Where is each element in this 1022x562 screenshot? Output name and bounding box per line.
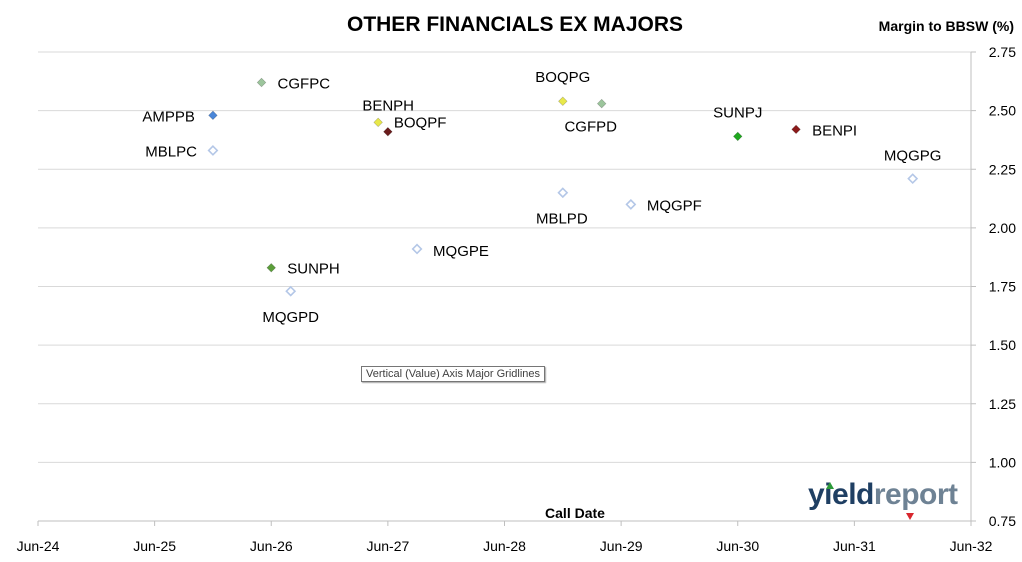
x-axis-title: Call Date	[545, 505, 605, 521]
y-tick-label: 0.75	[989, 513, 1016, 529]
data-label-boqpg: BOQPG	[535, 69, 590, 86]
y-tick-label: 2.50	[989, 103, 1016, 119]
gridlines[interactable]	[38, 51, 971, 522]
y-tick-label: 2.00	[989, 220, 1016, 236]
data-point-sunpj[interactable]	[733, 131, 743, 142]
y-tick-label: 2.25	[989, 161, 1016, 177]
x-tick-label: Jun-28	[483, 538, 526, 554]
gridlines-tooltip: Vertical (Value) Axis Major Gridlines	[361, 366, 546, 382]
data-label-benph: BENPH	[362, 97, 414, 114]
y-axis-title: Margin to BBSW (%)	[879, 18, 1014, 34]
x-tick-label: Jun-29	[600, 538, 643, 554]
data-label-mblpd: MBLPD	[536, 211, 588, 228]
data-label-mqgpf: MQGPF	[647, 197, 702, 214]
data-label-mqgpg: MQGPG	[884, 148, 942, 165]
logo-text-yield: yield	[808, 478, 874, 511]
data-point-mblpd[interactable]	[557, 187, 569, 199]
data-point-benpi[interactable]	[791, 124, 801, 135]
yieldreport-logo: yieldreport	[808, 478, 958, 512]
data-label-cgfpd: CGFPD	[564, 119, 617, 136]
data-label-sunph: SUNPH	[287, 261, 340, 278]
y-tick-label: 1.00	[989, 454, 1016, 470]
data-point-mqgpd[interactable]	[285, 285, 297, 297]
data-point-boqpg[interactable]	[558, 96, 568, 106]
data-point-mqgpf[interactable]	[625, 198, 637, 210]
data-label-boqpf: BOQPF	[394, 115, 447, 132]
data-point-cgfpd[interactable]	[596, 98, 607, 109]
data-label-amppb: AMPPB	[142, 108, 195, 125]
x-tick-label: Jun-31	[833, 538, 876, 554]
x-tick-label: Jun-25	[133, 538, 176, 554]
data-point-benph[interactable]	[373, 117, 383, 128]
x-tick-label: Jun-27	[366, 538, 409, 554]
logo-text-report: report	[873, 478, 958, 511]
y-tick-label: 2.75	[989, 44, 1016, 60]
y-tick-label: 1.75	[989, 279, 1016, 295]
x-tick-label: Jun-30	[716, 538, 759, 554]
data-label-mqgpe: MQGPE	[433, 243, 489, 260]
data-label-benpi: BENPI	[812, 122, 857, 139]
data-label-mqgpd: MQGPD	[262, 309, 319, 326]
chart-title: OTHER FINANCIALS EX MAJORS	[347, 13, 683, 36]
data-point-cgfpc[interactable]	[256, 77, 267, 88]
data-point-boqpf[interactable]	[383, 127, 393, 137]
logo-up-arrow-icon	[826, 482, 834, 489]
data-point-mqgpg[interactable]	[907, 173, 919, 185]
logo-down-arrow-icon	[906, 513, 914, 520]
data-point-sunph[interactable]	[266, 263, 276, 273]
y-tick-label: 1.50	[989, 337, 1016, 353]
data-label-cgfpc: CGFPC	[278, 75, 331, 92]
x-tick-label: Jun-32	[950, 538, 993, 554]
axes: 0.75 1.00 1.25 1.50 1.75 2.00 2.25 2.50 2.75 Jun-…	[17, 44, 1017, 554]
data-point-amppb[interactable]	[208, 110, 218, 121]
y-tick-label: 1.25	[989, 396, 1016, 412]
data-label-sunpj: SUNPJ	[713, 104, 762, 121]
data-point-mblpc[interactable]	[207, 145, 219, 156]
data-point-mqgpe[interactable]	[411, 243, 423, 255]
data-label-mblpc: MBLPC	[145, 143, 197, 160]
x-tick-label: Jun-26	[250, 538, 293, 554]
x-tick-label: Jun-24	[17, 538, 60, 554]
